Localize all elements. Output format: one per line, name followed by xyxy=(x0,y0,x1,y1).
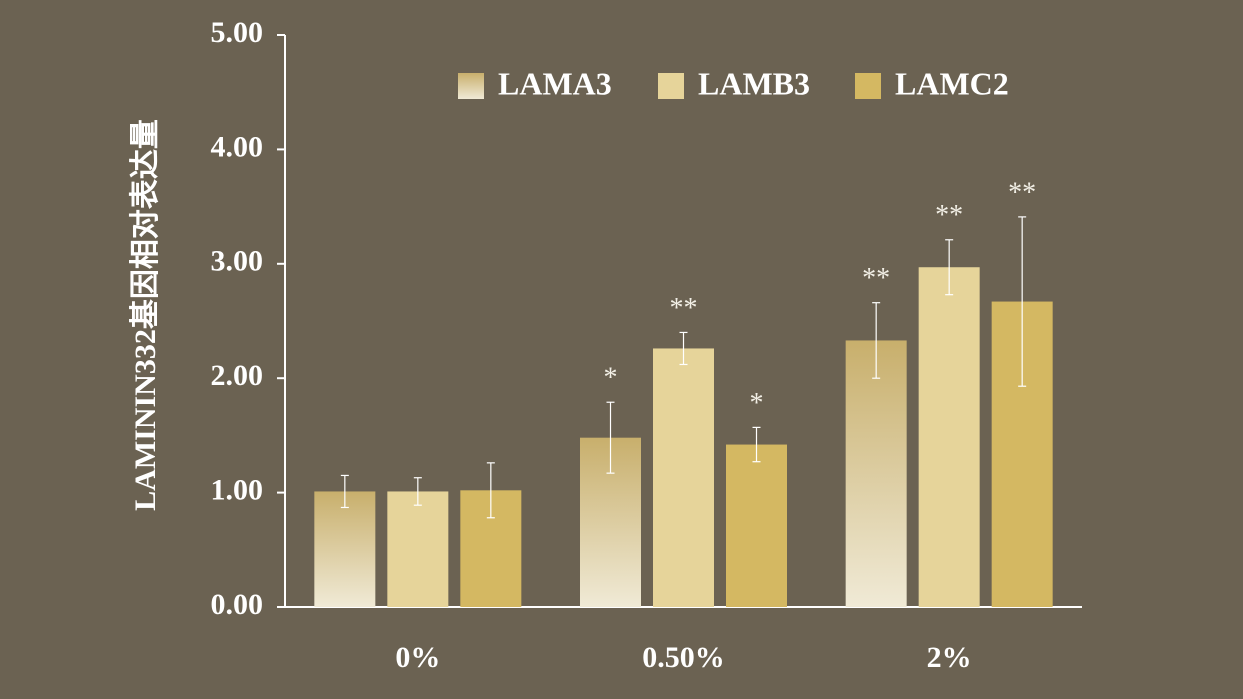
legend-swatch xyxy=(658,73,684,99)
x-tick-label: 0% xyxy=(395,641,440,674)
significance-label: ** xyxy=(1008,177,1036,208)
bar xyxy=(845,340,907,607)
error-bar xyxy=(872,302,881,379)
y-tick-label: 3.00 xyxy=(211,245,264,278)
y-tick-label: 2.00 xyxy=(211,359,264,392)
bar xyxy=(387,491,449,607)
significance-label: * xyxy=(750,388,764,419)
legend-swatch xyxy=(855,73,881,99)
legend-label: LAMB3 xyxy=(698,65,810,101)
error-bar xyxy=(752,426,761,463)
legend-label: LAMA3 xyxy=(498,65,612,101)
bar xyxy=(918,267,980,607)
error-bar xyxy=(340,474,349,509)
y-axis-title: LAMININ332基因相对表达量 xyxy=(129,119,162,511)
error-bar xyxy=(945,239,954,296)
legend-swatch xyxy=(458,73,484,99)
error-bar xyxy=(413,477,422,506)
bar xyxy=(314,491,376,607)
significance-label: * xyxy=(604,363,618,394)
error-bar xyxy=(606,401,615,474)
y-tick-label: 4.00 xyxy=(211,130,264,163)
significance-label: ** xyxy=(670,293,698,324)
error-bar xyxy=(1018,216,1027,387)
significance-label: ** xyxy=(862,263,890,294)
bar xyxy=(726,444,787,607)
y-tick-label: 1.00 xyxy=(211,473,264,506)
x-tick-label: 0.50% xyxy=(642,641,725,674)
legend-label: LAMC2 xyxy=(895,65,1009,101)
error-bar xyxy=(679,331,688,366)
error-bar xyxy=(486,462,495,519)
x-tick-label: 2% xyxy=(927,641,972,674)
bar xyxy=(653,348,714,607)
significance-label: ** xyxy=(935,200,963,231)
y-tick-label: 0.00 xyxy=(211,588,264,621)
y-tick-label: 5.00 xyxy=(211,16,264,49)
